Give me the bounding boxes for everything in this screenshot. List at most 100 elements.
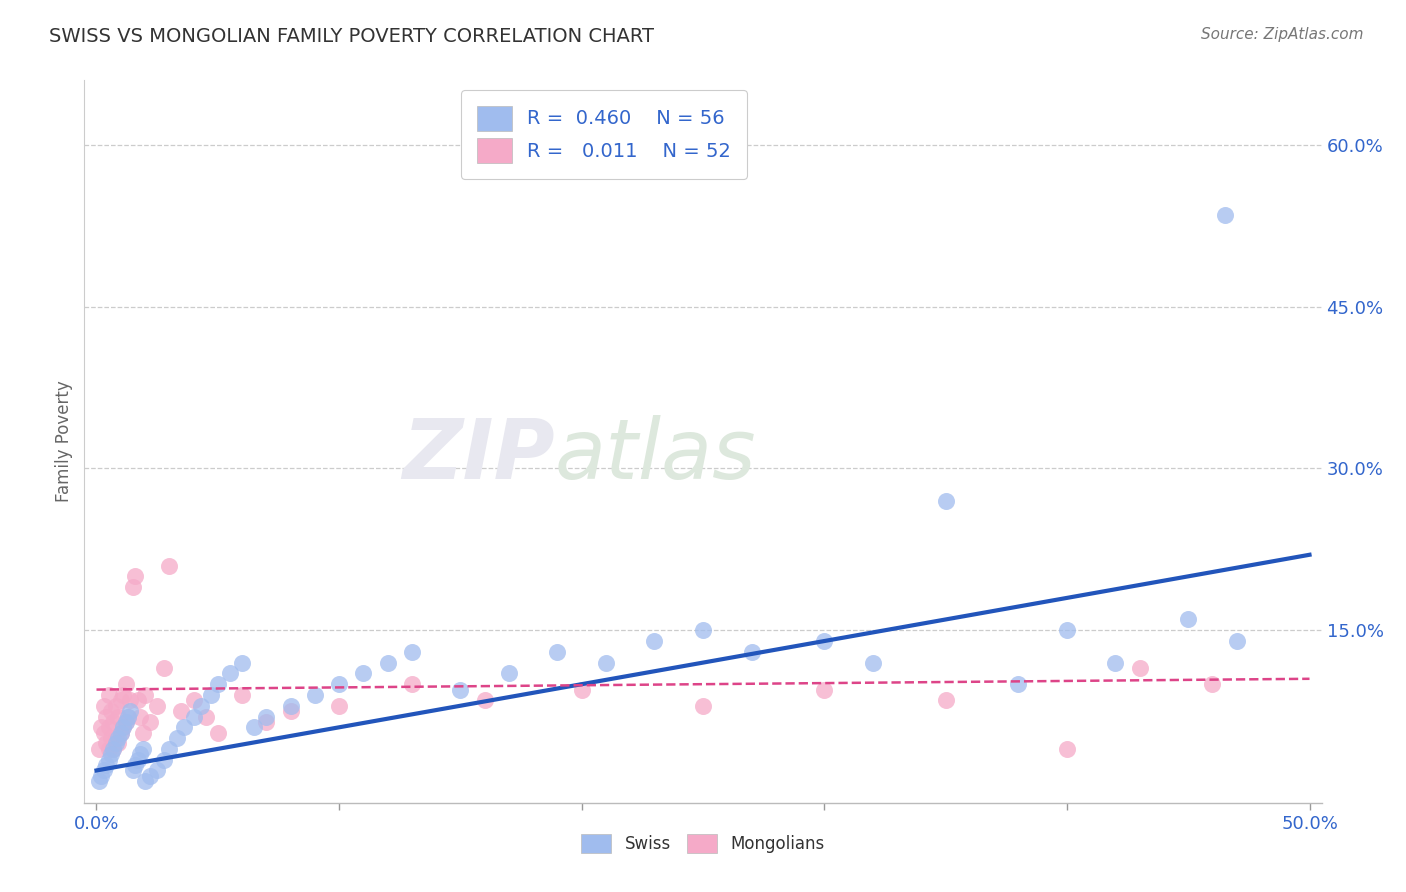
Point bbox=[1056, 624, 1078, 638]
Point bbox=[328, 677, 350, 691]
Point bbox=[643, 634, 665, 648]
Point bbox=[117, 709, 139, 723]
Point bbox=[96, 737, 118, 751]
Text: SWISS VS MONGOLIAN FAMILY POVERTY CORRELATION CHART: SWISS VS MONGOLIAN FAMILY POVERTY CORREL… bbox=[49, 27, 654, 45]
Point bbox=[139, 714, 162, 729]
Point bbox=[131, 742, 153, 756]
Point bbox=[1007, 677, 1029, 691]
Point bbox=[112, 688, 135, 702]
Point bbox=[100, 747, 122, 762]
Point bbox=[862, 656, 884, 670]
Point bbox=[110, 725, 132, 739]
Point bbox=[401, 677, 423, 691]
Point bbox=[110, 725, 132, 739]
Point bbox=[103, 714, 125, 729]
Point bbox=[114, 677, 136, 691]
Point bbox=[595, 656, 617, 670]
Point bbox=[692, 698, 714, 713]
Point bbox=[254, 714, 277, 729]
Point bbox=[110, 693, 132, 707]
Point bbox=[97, 753, 120, 767]
Point bbox=[935, 693, 957, 707]
Legend: Swiss, Mongolians: Swiss, Mongolians bbox=[575, 827, 831, 860]
Point bbox=[93, 725, 115, 739]
Point bbox=[813, 682, 835, 697]
Point bbox=[183, 693, 205, 707]
Point bbox=[546, 645, 568, 659]
Point bbox=[153, 661, 176, 675]
Point bbox=[1226, 634, 1249, 648]
Point bbox=[1104, 656, 1126, 670]
Point bbox=[194, 709, 217, 723]
Point bbox=[449, 682, 471, 697]
Point bbox=[352, 666, 374, 681]
Text: ZIP: ZIP bbox=[402, 416, 554, 497]
Point bbox=[243, 720, 266, 734]
Point bbox=[377, 656, 399, 670]
Point bbox=[1213, 208, 1236, 222]
Point bbox=[100, 731, 122, 745]
Point bbox=[474, 693, 496, 707]
Point bbox=[112, 720, 135, 734]
Point bbox=[280, 698, 302, 713]
Point bbox=[93, 698, 115, 713]
Point bbox=[813, 634, 835, 648]
Point bbox=[114, 714, 136, 729]
Point bbox=[97, 742, 120, 756]
Point bbox=[87, 774, 110, 789]
Point bbox=[190, 698, 212, 713]
Point bbox=[254, 709, 277, 723]
Point bbox=[112, 720, 135, 734]
Point bbox=[1201, 677, 1223, 691]
Text: Source: ZipAtlas.com: Source: ZipAtlas.com bbox=[1201, 27, 1364, 42]
Point bbox=[231, 656, 253, 670]
Point bbox=[129, 747, 152, 762]
Point bbox=[104, 698, 127, 713]
Point bbox=[280, 704, 302, 718]
Point bbox=[200, 688, 222, 702]
Point bbox=[127, 693, 149, 707]
Point bbox=[153, 753, 176, 767]
Point bbox=[1056, 742, 1078, 756]
Point bbox=[127, 753, 149, 767]
Point bbox=[166, 731, 188, 745]
Point bbox=[97, 720, 120, 734]
Point bbox=[131, 725, 153, 739]
Point bbox=[100, 704, 122, 718]
Point bbox=[124, 758, 146, 772]
Point bbox=[146, 764, 169, 778]
Point bbox=[207, 677, 229, 691]
Point bbox=[103, 742, 125, 756]
Point bbox=[157, 558, 180, 573]
Point bbox=[122, 764, 145, 778]
Point bbox=[124, 569, 146, 583]
Point bbox=[122, 580, 145, 594]
Point bbox=[117, 709, 139, 723]
Point bbox=[328, 698, 350, 713]
Point bbox=[170, 704, 193, 718]
Point bbox=[87, 742, 110, 756]
Point bbox=[96, 758, 118, 772]
Point bbox=[90, 769, 112, 783]
Point bbox=[692, 624, 714, 638]
Point bbox=[146, 698, 169, 713]
Point bbox=[231, 688, 253, 702]
Point bbox=[90, 720, 112, 734]
Point bbox=[935, 493, 957, 508]
Point bbox=[134, 774, 156, 789]
Point bbox=[104, 731, 127, 745]
Point bbox=[114, 714, 136, 729]
Point bbox=[157, 742, 180, 756]
Point bbox=[571, 682, 593, 697]
Point bbox=[1177, 612, 1199, 626]
Point bbox=[97, 688, 120, 702]
Point bbox=[173, 720, 195, 734]
Point bbox=[139, 769, 162, 783]
Text: atlas: atlas bbox=[554, 416, 756, 497]
Point bbox=[103, 742, 125, 756]
Point bbox=[183, 709, 205, 723]
Point bbox=[207, 725, 229, 739]
Point bbox=[498, 666, 520, 681]
Point bbox=[129, 709, 152, 723]
Point bbox=[1129, 661, 1152, 675]
